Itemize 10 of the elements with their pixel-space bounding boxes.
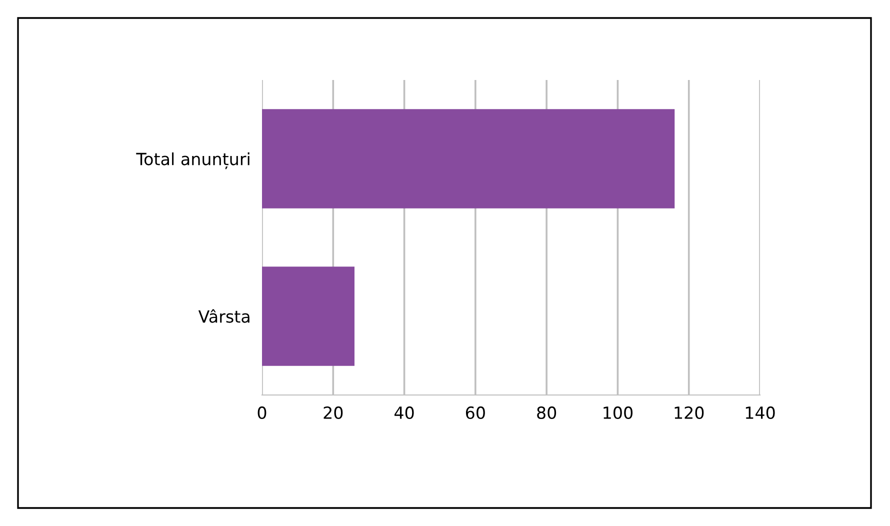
x-tick-label: 60 xyxy=(466,406,485,420)
x-tick-label: 20 xyxy=(324,406,343,420)
x-tick-label: 40 xyxy=(394,406,414,420)
x-tick-label: 80 xyxy=(537,406,556,420)
y-tick-label: Total anunțuri xyxy=(136,152,250,170)
x-tick-label: 0 xyxy=(258,406,266,420)
x-tick-label: 100 xyxy=(604,406,633,420)
x-tick-label: 140 xyxy=(746,406,775,420)
x-tick-label: 120 xyxy=(674,406,704,420)
y-tick-label: Vârsta xyxy=(198,309,250,323)
